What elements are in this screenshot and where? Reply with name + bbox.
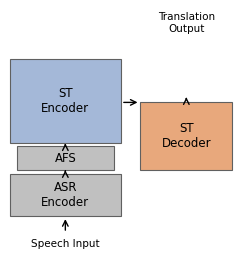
FancyBboxPatch shape <box>140 102 232 170</box>
Text: ST
Decoder: ST Decoder <box>161 122 211 150</box>
FancyBboxPatch shape <box>10 59 121 143</box>
Text: ST
Encoder: ST Encoder <box>41 87 89 115</box>
Text: Translation
Output: Translation Output <box>158 12 215 34</box>
FancyBboxPatch shape <box>10 174 121 216</box>
FancyBboxPatch shape <box>17 146 114 170</box>
Text: AFS: AFS <box>54 152 76 165</box>
Text: Speech Input: Speech Input <box>31 239 100 250</box>
Text: ASR
Encoder: ASR Encoder <box>41 181 89 209</box>
